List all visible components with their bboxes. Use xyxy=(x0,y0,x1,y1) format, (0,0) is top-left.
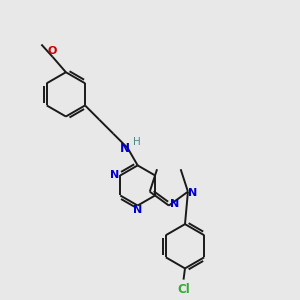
Text: N: N xyxy=(169,200,179,209)
Text: Cl: Cl xyxy=(177,283,190,296)
Text: N: N xyxy=(110,170,120,180)
Text: N: N xyxy=(188,188,197,198)
Text: H: H xyxy=(133,137,140,147)
Text: N: N xyxy=(120,142,130,155)
Text: N: N xyxy=(133,205,142,215)
Text: O: O xyxy=(48,46,57,56)
